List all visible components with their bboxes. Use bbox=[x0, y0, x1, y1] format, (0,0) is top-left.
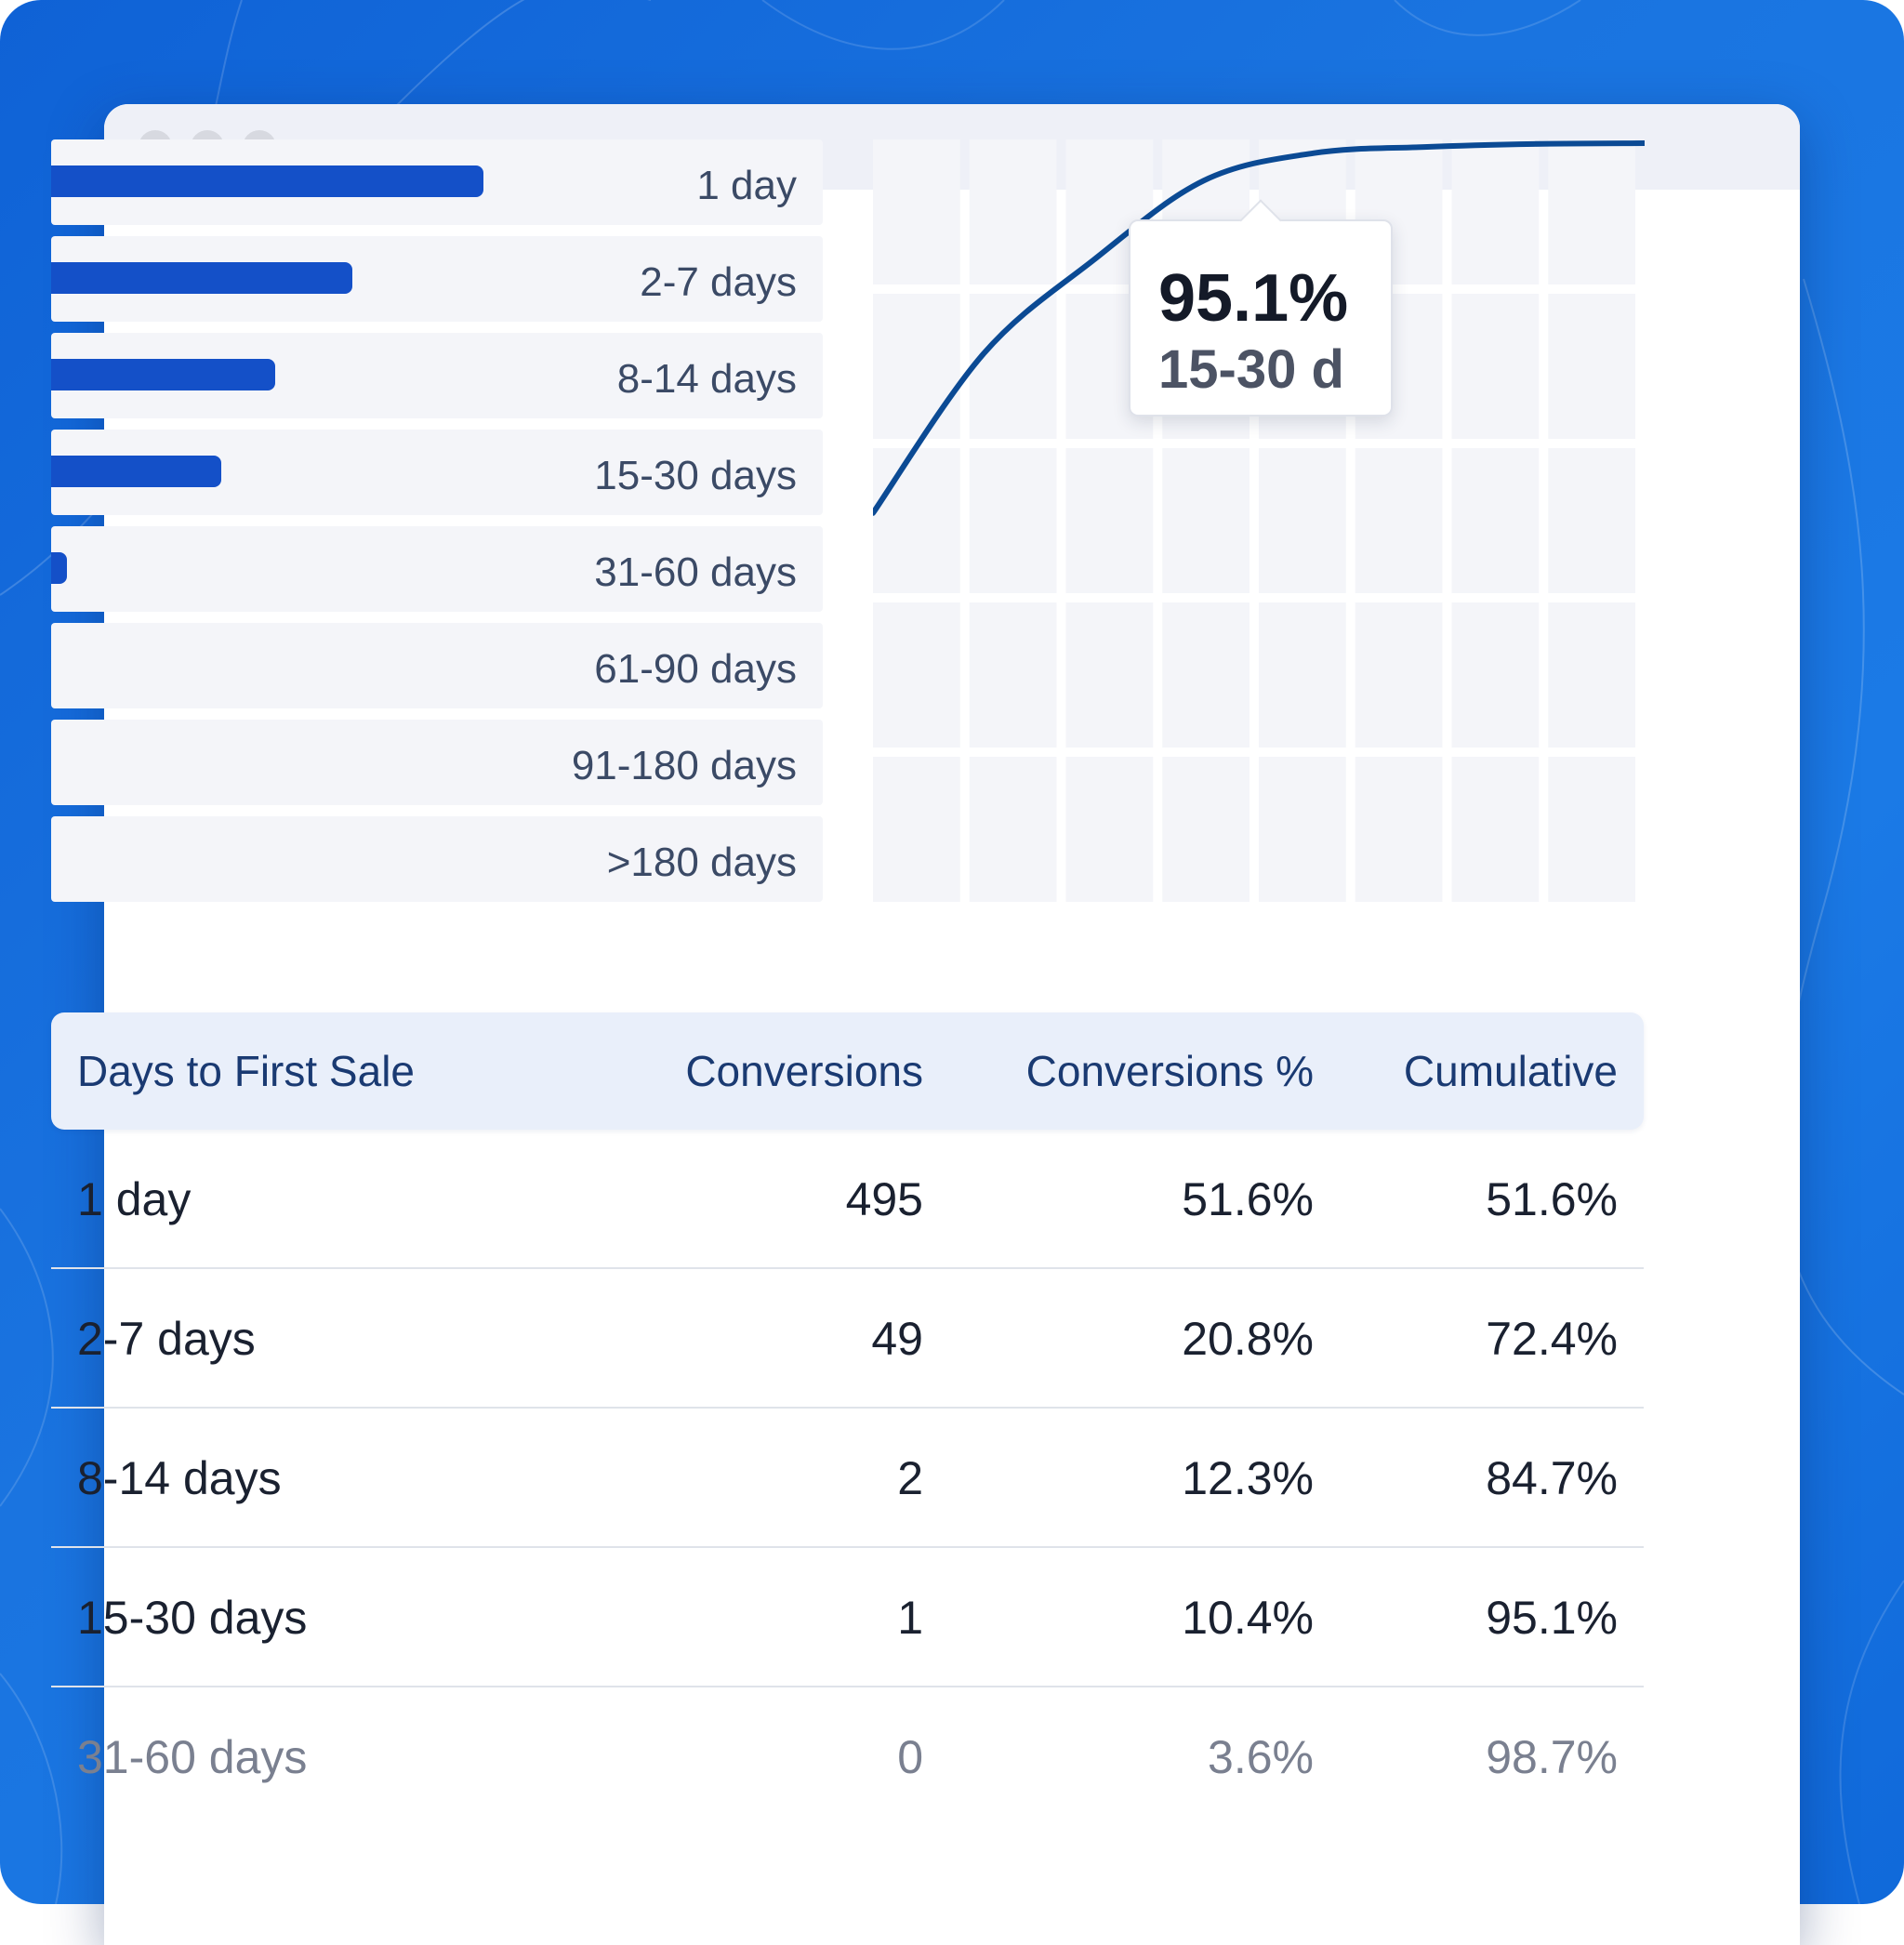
bar bbox=[51, 262, 352, 294]
grid-cell bbox=[1548, 602, 1635, 748]
bar-label: 31-60 days bbox=[594, 549, 797, 595]
bar-label: >180 days bbox=[606, 840, 797, 885]
table-row[interactable]: 15-30 days 1 10.4% 95.1% bbox=[51, 1548, 1644, 1687]
grid-cell bbox=[1162, 757, 1250, 902]
grid-cell bbox=[1548, 757, 1635, 902]
grid-cell bbox=[1548, 448, 1635, 593]
grid-cell bbox=[969, 294, 1057, 439]
cell-range: 31-60 days bbox=[77, 1731, 308, 1783]
cell-percent: 3.6% bbox=[1208, 1731, 1314, 1783]
cell-cumulative: 98.7% bbox=[1486, 1731, 1618, 1783]
cell-range: 8-14 days bbox=[77, 1452, 282, 1504]
grid-cell bbox=[969, 602, 1057, 748]
cell-cumulative: 72.4% bbox=[1486, 1313, 1618, 1365]
cell-conversions: 1 bbox=[897, 1592, 923, 1644]
grid-cell bbox=[1451, 448, 1540, 593]
chart-tooltip: 95.1% 15-30 d bbox=[1129, 199, 1393, 417]
bar-label: 2-7 days bbox=[640, 259, 797, 305]
grid-cell bbox=[1355, 602, 1443, 748]
grid-cell bbox=[1548, 139, 1635, 284]
bar-row[interactable]: 15-30 days bbox=[51, 430, 823, 515]
cell-cumulative: 84.7% bbox=[1486, 1452, 1618, 1504]
grid-cell bbox=[1259, 448, 1346, 593]
grid-cell bbox=[873, 757, 960, 902]
grid-cell bbox=[1451, 757, 1540, 902]
bar-row[interactable]: 1 day bbox=[51, 139, 823, 225]
cell-percent: 20.8% bbox=[1182, 1313, 1314, 1365]
grid-cell bbox=[1355, 448, 1443, 593]
cumulative-line bbox=[873, 140, 1645, 516]
table-row[interactable]: 31-60 days 0 3.6% 98.7% bbox=[51, 1687, 1644, 1825]
bar bbox=[51, 552, 67, 584]
grid-cell bbox=[1259, 757, 1346, 902]
tooltip-value: 95.1% bbox=[1158, 261, 1349, 336]
bar-label: 61-90 days bbox=[594, 646, 797, 692]
grid-cell bbox=[1451, 602, 1540, 748]
table-row[interactable]: 1 day 495 51.6% 51.6% bbox=[51, 1130, 1644, 1269]
cell-conversions: 49 bbox=[871, 1313, 923, 1365]
grid-cell bbox=[873, 448, 960, 593]
bar-label: 8-14 days bbox=[616, 356, 797, 402]
cell-conversions: 495 bbox=[845, 1173, 923, 1225]
bar-row[interactable]: >180 days bbox=[51, 816, 823, 902]
bar bbox=[51, 165, 483, 197]
header-days-to-first-sale[interactable]: Days to First Sale bbox=[77, 1047, 415, 1095]
conversion-table: Days to First Sale Conversions Conversio… bbox=[51, 1012, 1644, 1825]
bar-row[interactable]: 8-14 days bbox=[51, 333, 823, 418]
bar-label: 91-180 days bbox=[571, 743, 797, 788]
table-row[interactable]: 2-7 days 49 20.8% 72.4% bbox=[51, 1269, 1644, 1409]
grid-cell bbox=[1355, 757, 1443, 902]
grid-cell bbox=[873, 602, 960, 748]
bar-label: 1 day bbox=[696, 163, 797, 208]
header-cumulative[interactable]: Cumulative bbox=[1403, 1047, 1618, 1095]
grid-cell bbox=[1451, 139, 1540, 284]
grid-cell bbox=[873, 294, 960, 439]
bar-label: 15-30 days bbox=[594, 453, 797, 498]
grid-cell bbox=[1065, 448, 1154, 593]
bar-row[interactable]: 2-7 days bbox=[51, 236, 823, 322]
grid-cell bbox=[969, 139, 1057, 284]
cell-range: 15-30 days bbox=[77, 1592, 308, 1644]
grid-cell bbox=[1259, 602, 1346, 748]
bar-row[interactable]: 91-180 days bbox=[51, 720, 823, 805]
grid-cell bbox=[1548, 294, 1635, 439]
cell-cumulative: 95.1% bbox=[1486, 1592, 1618, 1644]
cell-percent: 12.3% bbox=[1182, 1452, 1314, 1504]
bar-row[interactable]: 61-90 days bbox=[51, 623, 823, 708]
grid-cell bbox=[1162, 602, 1250, 748]
cell-range: 1 day bbox=[77, 1173, 192, 1225]
bar bbox=[51, 359, 275, 390]
cell-cumulative: 51.6% bbox=[1486, 1173, 1618, 1225]
cell-conversions: 0 bbox=[897, 1731, 923, 1783]
grid-cell bbox=[1065, 602, 1154, 748]
table-row[interactable]: 8-14 days 2 12.3% 84.7% bbox=[51, 1409, 1644, 1548]
cell-percent: 51.6% bbox=[1182, 1173, 1314, 1225]
cell-conversions: 2 bbox=[897, 1452, 923, 1504]
grid-cell bbox=[1065, 757, 1154, 902]
bar-row[interactable]: 31-60 days bbox=[51, 526, 823, 612]
tooltip-range: 15-30 d bbox=[1158, 339, 1344, 400]
grid-cell bbox=[1451, 294, 1540, 439]
grid-cell bbox=[969, 757, 1057, 902]
grid-cell bbox=[1162, 448, 1250, 593]
table-header: Days to First Sale Conversions Conversio… bbox=[51, 1012, 1644, 1130]
cumulative-conversion-curve-chart bbox=[873, 139, 1645, 902]
grid-cell bbox=[969, 448, 1057, 593]
cell-range: 2-7 days bbox=[77, 1313, 256, 1365]
grid-cell bbox=[873, 139, 960, 284]
days-distribution-bar-chart: 1 day 2-7 days 8-14 days 15-30 days 31-60 da… bbox=[51, 139, 823, 913]
cell-percent: 10.4% bbox=[1182, 1592, 1314, 1644]
header-conversions-percent[interactable]: Conversions % bbox=[1025, 1047, 1314, 1095]
bar bbox=[51, 456, 221, 487]
header-conversions[interactable]: Conversions bbox=[685, 1047, 923, 1095]
